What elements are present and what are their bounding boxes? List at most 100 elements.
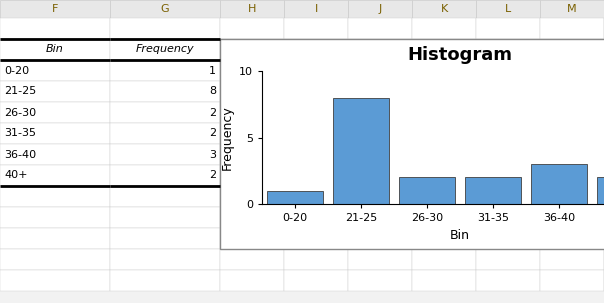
Bar: [0, 270, 110, 291]
Bar: [348, 228, 412, 249]
Bar: [476, 123, 540, 144]
Bar: [540, 18, 604, 39]
Bar: [0, 165, 110, 186]
Bar: [110, 18, 220, 39]
Bar: [540, 81, 604, 102]
Bar: [348, 207, 412, 228]
Bar: [540, 39, 604, 60]
Bar: [476, 60, 540, 81]
Bar: [0, 207, 110, 228]
Text: M: M: [567, 4, 577, 14]
Bar: [540, 270, 604, 291]
Bar: [540, 144, 604, 165]
Bar: [110, 60, 220, 81]
Bar: [0, 123, 110, 144]
Bar: [0, 102, 110, 123]
Bar: [348, 186, 412, 207]
Text: G: G: [161, 4, 169, 14]
Bar: [476, 249, 540, 270]
Bar: [412, 123, 476, 144]
Bar: [348, 249, 412, 270]
Text: I: I: [314, 4, 318, 14]
Bar: [412, 186, 476, 207]
Bar: [348, 60, 412, 81]
Bar: [540, 60, 604, 81]
Bar: [412, 81, 476, 102]
Bar: [220, 123, 284, 144]
Bar: [110, 207, 220, 228]
Bar: [220, 18, 284, 39]
Bar: [476, 102, 540, 123]
Text: 40+: 40+: [4, 171, 28, 181]
Bar: [220, 144, 284, 165]
Bar: [540, 186, 604, 207]
Bar: [284, 207, 348, 228]
Bar: [110, 0, 220, 18]
Bar: [220, 186, 284, 207]
Bar: [284, 228, 348, 249]
Text: Bin: Bin: [46, 45, 64, 55]
Bar: [284, 144, 348, 165]
Text: F: F: [52, 4, 58, 14]
Bar: [110, 249, 220, 270]
Bar: [476, 186, 540, 207]
Bar: [412, 165, 476, 186]
Bar: [476, 228, 540, 249]
Bar: [412, 228, 476, 249]
Bar: [0, 186, 110, 207]
Bar: [348, 144, 412, 165]
Text: 36-40: 36-40: [4, 149, 36, 159]
Bar: [412, 60, 476, 81]
Bar: [220, 39, 284, 60]
Bar: [284, 123, 348, 144]
Bar: [0, 60, 110, 81]
Bar: [476, 39, 540, 60]
Bar: [465, 177, 521, 204]
Bar: [284, 39, 348, 60]
Bar: [412, 102, 476, 123]
Bar: [0, 249, 110, 270]
Bar: [220, 81, 284, 102]
Bar: [284, 18, 348, 39]
Bar: [220, 228, 284, 249]
Bar: [597, 177, 604, 204]
Bar: [284, 249, 348, 270]
Bar: [476, 207, 540, 228]
Bar: [540, 207, 604, 228]
Bar: [348, 39, 412, 60]
Bar: [284, 81, 348, 102]
Bar: [412, 18, 476, 39]
Bar: [531, 164, 587, 204]
Text: 2: 2: [209, 108, 216, 118]
Bar: [284, 186, 348, 207]
Bar: [0, 228, 110, 249]
Bar: [476, 81, 540, 102]
Text: 21-25: 21-25: [4, 86, 36, 96]
Bar: [220, 270, 284, 291]
Bar: [348, 270, 412, 291]
Bar: [399, 177, 455, 204]
Bar: [0, 81, 110, 102]
Bar: [110, 39, 220, 60]
X-axis label: Bin: Bin: [450, 228, 470, 241]
Text: H: H: [248, 4, 256, 14]
Bar: [284, 60, 348, 81]
Text: K: K: [440, 4, 448, 14]
Bar: [284, 102, 348, 123]
Bar: [220, 207, 284, 228]
Bar: [220, 39, 604, 249]
Bar: [220, 0, 284, 18]
Bar: [476, 270, 540, 291]
Bar: [110, 165, 220, 186]
Text: 1: 1: [209, 65, 216, 75]
Bar: [110, 270, 220, 291]
Bar: [412, 270, 476, 291]
Text: L: L: [505, 4, 511, 14]
Bar: [110, 186, 220, 207]
Bar: [220, 60, 284, 81]
Bar: [412, 39, 476, 60]
Bar: [110, 123, 220, 144]
Bar: [412, 144, 476, 165]
Text: 26-30: 26-30: [4, 108, 36, 118]
Text: 2: 2: [209, 128, 216, 138]
